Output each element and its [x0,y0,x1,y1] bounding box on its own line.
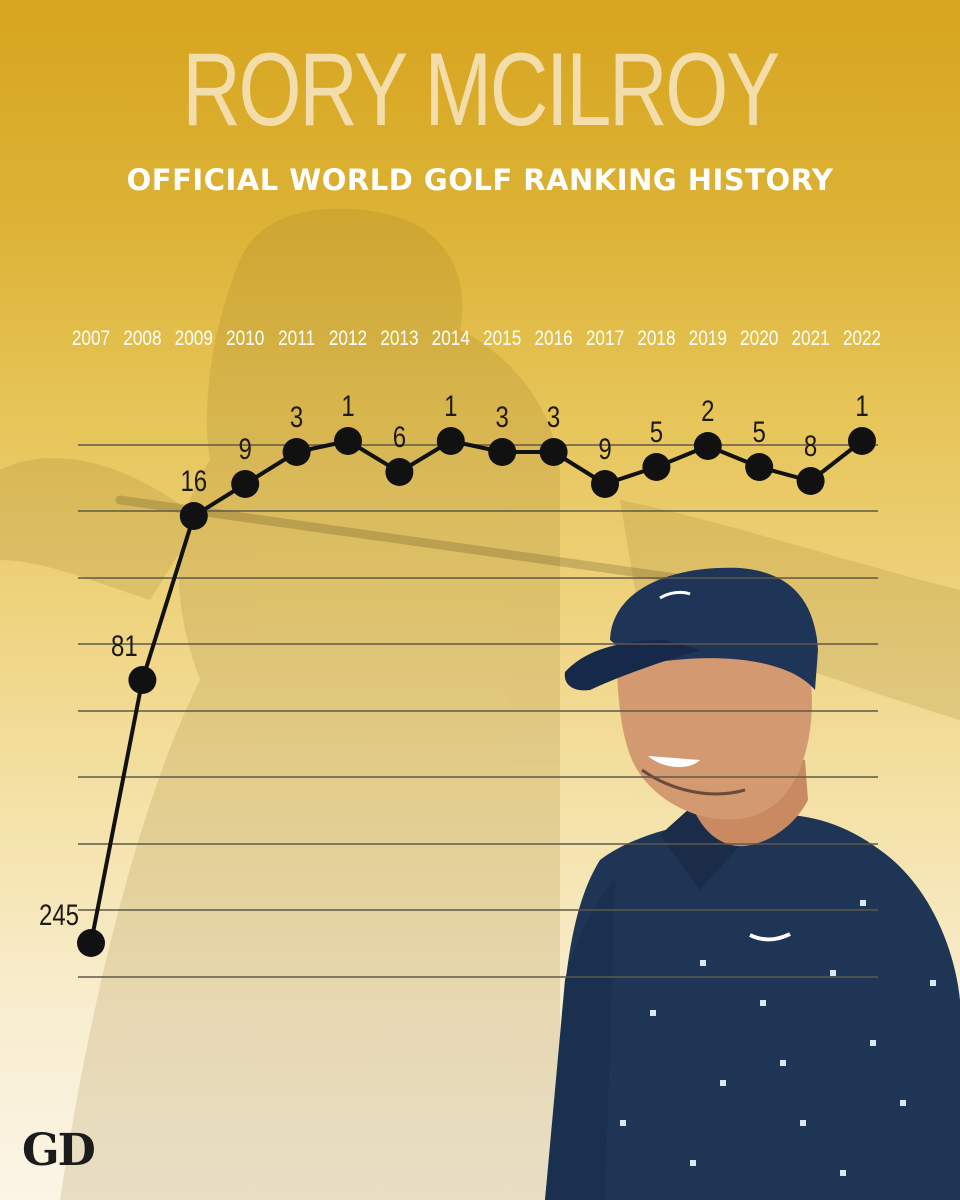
data-point [642,453,671,481]
x-tick-label: 2014 [432,328,471,351]
x-tick-label: 2013 [380,328,418,351]
x-tick-label: 2016 [534,328,572,351]
page-title: RORY MCILROY [182,32,780,148]
data-point [796,467,825,495]
data-point [77,929,105,957]
data-label: 2 [701,393,714,427]
data-label: 5 [753,414,766,448]
data-point [385,458,414,486]
data-label: 245 [39,897,79,931]
x-tick-label: 2015 [483,328,521,351]
data-label: 3 [496,399,509,433]
data-points [77,427,876,957]
data-label: 6 [393,419,406,453]
data-point [539,438,568,466]
data-label: 1 [341,388,354,422]
data-point [282,438,311,466]
data-point [128,666,157,694]
gd-logo: GD [22,1125,96,1176]
data-point [231,470,260,498]
x-tick-label: 2012 [329,328,367,351]
data-point [179,502,208,530]
page-subtitle: OFFICIAL WORLD GOLF RANKING HISTORY [126,163,834,197]
x-tick-label: 2011 [278,328,315,351]
data-point [848,427,876,455]
ranking-series-line [89,439,864,944]
data-point [745,453,774,481]
x-tick-label: 2017 [586,328,624,351]
data-label: 81 [111,628,138,662]
data-label: 9 [598,431,611,465]
data-label: 1 [444,388,457,422]
data-label: 8 [804,428,817,462]
data-point [591,470,619,498]
x-tick-label: 2020 [740,328,778,351]
data-label: 16 [180,463,207,497]
data-label: 9 [239,431,252,465]
year-labels: 2007 2008 2009 2010 2011 2012 2013 2014 2015 2016… [72,328,881,351]
x-tick-label: 2008 [123,328,161,351]
data-label: 5 [650,414,663,448]
data-point [693,432,722,460]
x-tick-label: 2010 [226,328,264,351]
x-tick-label: 2022 [843,328,881,351]
data-label: 3 [547,399,560,433]
x-tick-label: 2021 [791,328,829,351]
data-label: 3 [290,399,303,433]
x-tick-label: 2019 [689,328,727,351]
data-point [488,438,517,466]
x-tick-label: 2007 [72,328,110,351]
data-label: 1 [855,388,868,422]
x-tick-label: 2009 [175,328,213,351]
x-tick-label: 2018 [637,328,675,351]
data-point [334,427,362,455]
data-point [436,427,465,455]
